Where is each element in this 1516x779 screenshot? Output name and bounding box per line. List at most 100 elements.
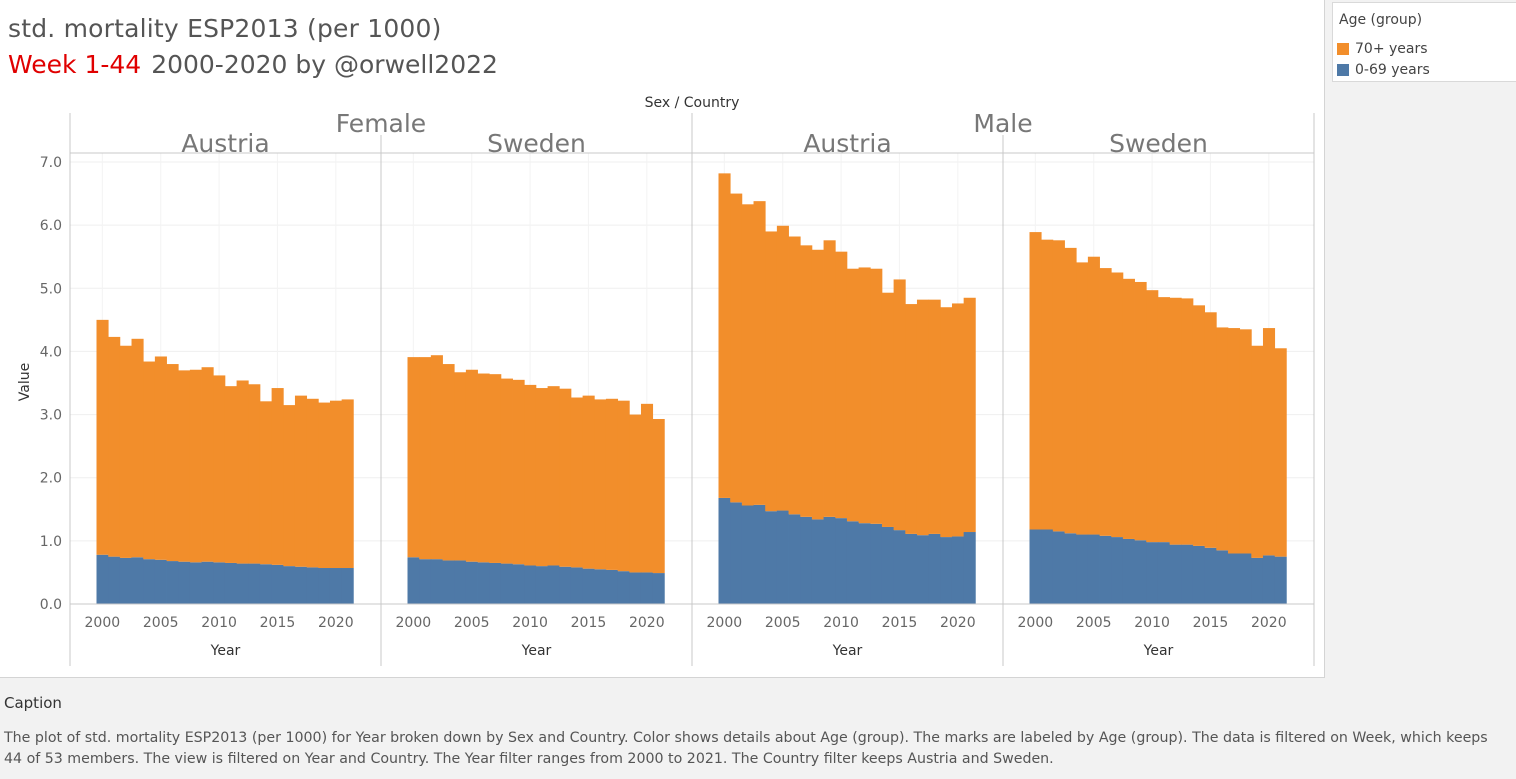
caption-text: The plot of std. mortality ESP2013 (per … — [4, 730, 1488, 767]
bar-70plus — [963, 297, 976, 533]
y-axis-label: Value — [17, 363, 33, 401]
bar-70plus — [881, 292, 895, 527]
x-tick-label: 2015 — [1193, 615, 1229, 631]
bar-70plus — [1227, 328, 1241, 554]
bar-70plus — [119, 345, 132, 558]
bar-70plus — [341, 399, 354, 569]
bar-70plus — [1076, 262, 1089, 535]
bar-70plus — [224, 386, 237, 563]
y-tick-label: 7.0 — [40, 155, 62, 171]
bar-70plus — [582, 395, 595, 569]
bar-70plus — [1204, 312, 1217, 548]
legend-title: Age (group) — [1339, 12, 1423, 28]
bar-70plus — [131, 338, 144, 558]
bar-70plus — [189, 369, 202, 563]
y-tick-label: 4.0 — [40, 344, 62, 360]
bar-70plus — [1041, 239, 1054, 530]
x-tick-label: 2020 — [629, 615, 665, 631]
bar-0-69 — [318, 568, 331, 604]
bar-0-69 — [500, 563, 513, 604]
bar-70plus — [718, 173, 731, 498]
y-tick-label: 2.0 — [40, 471, 62, 487]
column-header: Sex / Country — [645, 95, 740, 111]
bar-70plus — [846, 268, 859, 522]
bar-0-69 — [835, 518, 848, 604]
bar-70plus — [143, 361, 156, 560]
bar-70plus — [1087, 256, 1100, 535]
bar-70plus — [524, 384, 537, 566]
bar-0-69 — [465, 561, 478, 604]
x-axis-label: Year — [210, 643, 241, 659]
bar-70plus — [1134, 281, 1147, 541]
x-tick-label: 2005 — [765, 615, 801, 631]
bar-0-69 — [143, 559, 156, 604]
bar-0-69 — [940, 537, 953, 604]
bar-70plus — [730, 193, 743, 503]
week-range-highlight: Week 1-44 — [8, 50, 142, 79]
bar-70plus — [916, 299, 930, 536]
legend[interactable]: Age (group) 70+ years 0-69 years — [1332, 2, 1516, 82]
bar-0-69 — [1087, 534, 1100, 604]
chart-sheet: std. mortality ESP2013 (per 1000) Week 1… — [0, 0, 1325, 678]
bar-70plus — [1146, 290, 1159, 543]
bar-0-69 — [489, 562, 502, 604]
bar-70plus — [652, 418, 665, 574]
bar-70plus — [259, 401, 273, 565]
sex-header: Female — [336, 109, 426, 138]
bar-0-69 — [1122, 538, 1135, 604]
bar-70plus — [870, 268, 883, 524]
bar-0-69 — [236, 563, 249, 604]
bar-0-69 — [594, 569, 607, 604]
bar-0-69 — [753, 504, 766, 604]
bar-70plus — [940, 307, 953, 538]
bar-70plus — [559, 388, 572, 567]
bar-0-69 — [131, 557, 144, 604]
bar-0-69 — [1274, 556, 1287, 604]
y-tick-label: 5.0 — [40, 281, 62, 297]
bar-70plus — [477, 373, 490, 563]
bar-70plus — [951, 303, 965, 537]
bar-70plus — [823, 240, 836, 517]
bar-70plus — [1111, 272, 1124, 538]
x-tick-label: 2015 — [571, 615, 607, 631]
bar-0-69 — [730, 502, 743, 604]
bar-70plus — [271, 388, 284, 565]
x-tick-label: 2000 — [396, 615, 432, 631]
bar-0-69 — [259, 564, 273, 604]
bar-0-69 — [823, 516, 836, 604]
bar-0-69 — [419, 559, 432, 604]
bar-70plus — [96, 319, 109, 555]
bar-70plus — [329, 400, 343, 569]
bar-70plus — [741, 204, 754, 506]
bar-0-69 — [905, 533, 918, 604]
bar-70plus — [419, 357, 432, 560]
bar-70plus — [1239, 329, 1252, 554]
x-tick-label: 2015 — [260, 615, 296, 631]
bar-70plus — [788, 236, 801, 515]
country-header: Austria — [181, 129, 269, 158]
bar-0-69 — [547, 565, 560, 604]
bar-0-69 — [271, 564, 284, 604]
bar-70plus — [166, 364, 179, 562]
bar-70plus — [283, 405, 296, 567]
bar-70plus — [570, 397, 584, 568]
bar-0-69 — [512, 564, 525, 604]
legend-item-0-69[interactable]: 0-69 years — [1337, 62, 1430, 78]
bar-70plus — [430, 355, 443, 560]
legend-item-70plus[interactable]: 70+ years — [1337, 41, 1428, 57]
bar-0-69 — [524, 565, 537, 604]
bar-0-69 — [454, 560, 467, 604]
bar-0-69 — [718, 497, 731, 604]
bar-0-69 — [96, 554, 109, 604]
x-tick-label: 2010 — [823, 615, 859, 631]
country-header: Sweden — [487, 129, 586, 158]
x-tick-label: 2000 — [707, 615, 743, 631]
bar-0-69 — [870, 523, 883, 604]
bar-70plus — [442, 364, 455, 561]
bar-0-69 — [166, 561, 179, 604]
bar-70plus — [1216, 327, 1229, 551]
bar-0-69 — [1041, 529, 1054, 604]
bar-0-69 — [1251, 557, 1264, 604]
bar-0-69 — [582, 568, 595, 604]
x-tick-label: 2010 — [1134, 615, 1170, 631]
